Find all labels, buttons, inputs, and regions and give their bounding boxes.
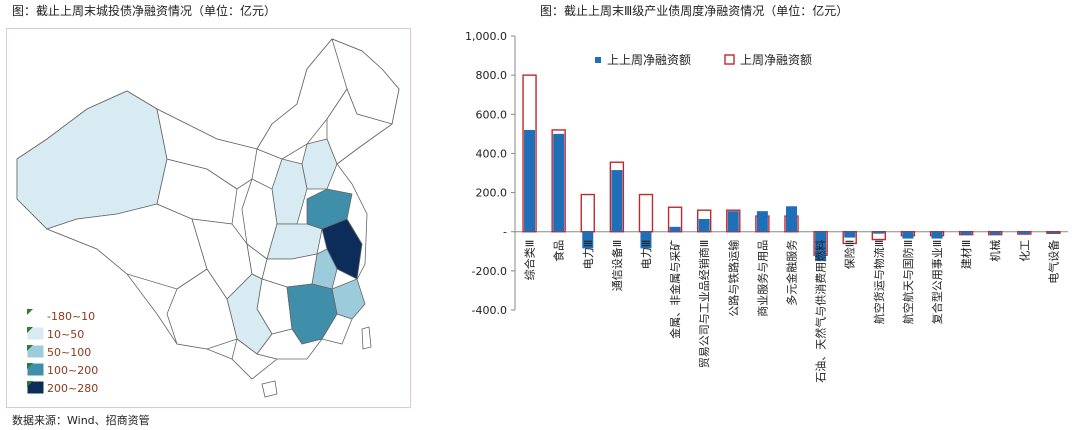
province-yunnan bbox=[166, 268, 238, 350]
bar-week-before-last bbox=[902, 231, 914, 239]
y-tick-label: 200.0 bbox=[476, 187, 508, 200]
province-guangdong bbox=[256, 328, 323, 360]
legend-marker bbox=[27, 309, 33, 315]
x-category-label: 公路与铁路运输 bbox=[726, 240, 740, 317]
legend-swatch bbox=[26, 308, 45, 323]
x-category-label: 建材Ⅲ bbox=[959, 240, 973, 270]
x-category-label: 通信设备Ⅲ bbox=[610, 240, 624, 292]
bar-last-week bbox=[580, 193, 595, 233]
x-category-label: 机械 bbox=[988, 240, 1002, 262]
y-tick-label: -400.0 bbox=[472, 304, 507, 317]
legend-label-last-week: 上周净融资额 bbox=[740, 53, 812, 67]
x-category-label: 航空航天与国防Ⅲ bbox=[901, 240, 915, 325]
x-category-label: 保险Ⅲ bbox=[843, 240, 857, 270]
x-category-label: 电气设备 bbox=[1046, 240, 1060, 284]
x-category-label: 电力Ⅲ bbox=[640, 240, 653, 270]
legend-label: 200~280 bbox=[47, 382, 98, 395]
legend-label-week-before-last: 上上周净融资额 bbox=[607, 53, 691, 67]
bar-week-before-last bbox=[989, 231, 1001, 235]
x-category-label: 石油、天然气与供消费用燃料 bbox=[814, 240, 828, 383]
y-tick-label: -200.0 bbox=[472, 265, 507, 278]
chart-bars bbox=[522, 74, 1061, 262]
legend-swatch-week-before-last bbox=[595, 57, 601, 63]
y-tick-label: 800.0 bbox=[476, 69, 508, 82]
province-guangxi bbox=[231, 338, 278, 380]
province-taiwan bbox=[361, 326, 372, 350]
x-category-label: 贸易公司与工业品经销商Ⅲ bbox=[697, 240, 711, 369]
x-category-label: 电力Ⅲ bbox=[582, 240, 595, 270]
legend-marker bbox=[27, 363, 33, 369]
bar-last-week bbox=[638, 193, 654, 233]
bar-chart: 1,000.0 800.0 600.0 400.0 200.0 - -200.0 -400.0… bbox=[465, 30, 1068, 383]
bar-week-before-last bbox=[786, 206, 797, 232]
y-tick-label: 400.0 bbox=[476, 147, 508, 160]
x-category-label: 金属、非金属与采矿 bbox=[668, 240, 682, 339]
legend-marker bbox=[27, 381, 33, 387]
x-category-label: 多元金融服务 bbox=[785, 240, 799, 306]
legend-label: 10~50 bbox=[47, 328, 84, 341]
x-category-label: 商业服务与用品 bbox=[755, 240, 769, 317]
legend-swatch-last-week bbox=[724, 54, 735, 65]
x-category-label: 化工 bbox=[1017, 240, 1031, 262]
bar-week-before-last bbox=[669, 226, 681, 232]
bar-week-before-last bbox=[960, 231, 972, 235]
bar-week-before-last bbox=[698, 218, 710, 232]
legend-label: -180~10 bbox=[47, 310, 95, 323]
map-title: 图：截止上周末城投债净融资情况（单位：亿元） bbox=[12, 4, 277, 18]
legend-swatch bbox=[26, 380, 45, 395]
y-tick-label: 600.0 bbox=[476, 108, 508, 121]
bar-week-before-last bbox=[611, 170, 623, 232]
china-map: -180~10 10~50 50~100 100~200 200~280 bbox=[16, 38, 400, 398]
chart-legend: 上上周净融资额 上周净融资额 bbox=[595, 53, 812, 67]
bar-week-before-last bbox=[1018, 231, 1030, 235]
bar-week-before-last bbox=[815, 231, 827, 262]
legend-swatch bbox=[26, 344, 45, 359]
chart-title: 图：截止上周末Ⅲ级产业债周度净融资情况（单位：亿元） bbox=[540, 4, 849, 18]
data-source-note: 数据来源：Wind、招商资管 bbox=[12, 414, 150, 427]
bar-week-before-last bbox=[524, 129, 536, 232]
bar-week-before-last bbox=[582, 231, 594, 249]
legend-swatch bbox=[26, 326, 45, 341]
bar-week-before-last bbox=[756, 211, 768, 232]
legend-swatch bbox=[26, 362, 45, 377]
province-gansu bbox=[156, 108, 258, 190]
legend-label: 50~100 bbox=[47, 346, 91, 359]
x-category-label: 复合型公用事业Ⅲ bbox=[930, 240, 944, 325]
legend-marker bbox=[27, 327, 33, 333]
province-fujian bbox=[321, 313, 353, 345]
bar-week-before-last bbox=[727, 211, 739, 232]
bar-week-before-last bbox=[553, 133, 565, 232]
map-legend: -180~10 10~50 50~100 100~200 200~280 bbox=[26, 308, 98, 395]
province-henan bbox=[266, 223, 323, 260]
legend-marker bbox=[27, 345, 33, 351]
legend-label: 100~200 bbox=[47, 364, 98, 377]
bar-week-before-last bbox=[640, 231, 652, 249]
province-hainan bbox=[261, 380, 278, 398]
y-tick-label: - bbox=[503, 226, 507, 239]
bar-week-before-last bbox=[931, 231, 943, 239]
bar-week-before-last bbox=[1047, 231, 1059, 234]
x-category-label: 食品 bbox=[552, 240, 566, 262]
china-map-panel: -180~10 10~50 50~100 100~200 200~280 bbox=[6, 28, 411, 408]
chart-x-labels: 综合类Ⅲ 食品 电力Ⅲ 通信设备Ⅲ 电力Ⅲ 金属、非金属与采矿 贸易公司与工业品经销商Ⅲ 公路… bbox=[523, 240, 1061, 383]
x-category-label: 航空货运与物流Ⅲ bbox=[872, 240, 886, 325]
bar-week-before-last bbox=[873, 231, 885, 234]
y-tick-label: 1,000.0 bbox=[465, 30, 507, 43]
x-category-label: 综合类Ⅲ bbox=[523, 240, 537, 281]
bar-last-week bbox=[551, 129, 566, 233]
province-jilin-liaoning bbox=[326, 88, 393, 165]
bar-week-before-last bbox=[844, 231, 856, 238]
